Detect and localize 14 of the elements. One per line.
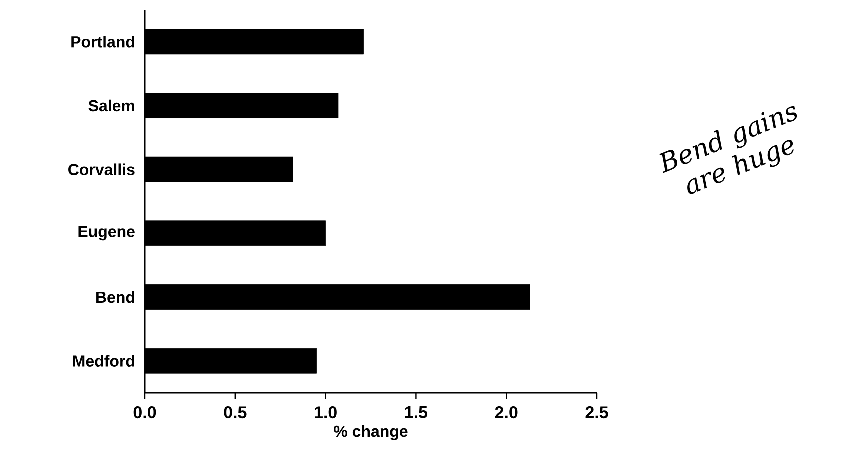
y-tick-label: Eugene xyxy=(78,226,135,241)
x-tick-label: 2.0 xyxy=(495,406,518,419)
x-tick-label: 1.5 xyxy=(405,406,428,418)
text: Bend gains are huge xyxy=(660,106,798,194)
x-tick-label: 1.0 xyxy=(315,406,337,419)
y-tick-label: Medford xyxy=(73,355,134,367)
y-tick-label: Corvallis xyxy=(68,164,135,176)
y-tick-label: Salem xyxy=(88,100,134,112)
y-tick-label: Portland xyxy=(72,36,134,48)
x-axis-title: % change xyxy=(334,425,408,440)
x-tick-label: 0.0 xyxy=(134,406,156,419)
x-tick-label: 2.5 xyxy=(586,406,608,419)
x-tick-label: 0.5 xyxy=(224,406,247,419)
y-tick-label: Bend xyxy=(96,291,134,304)
